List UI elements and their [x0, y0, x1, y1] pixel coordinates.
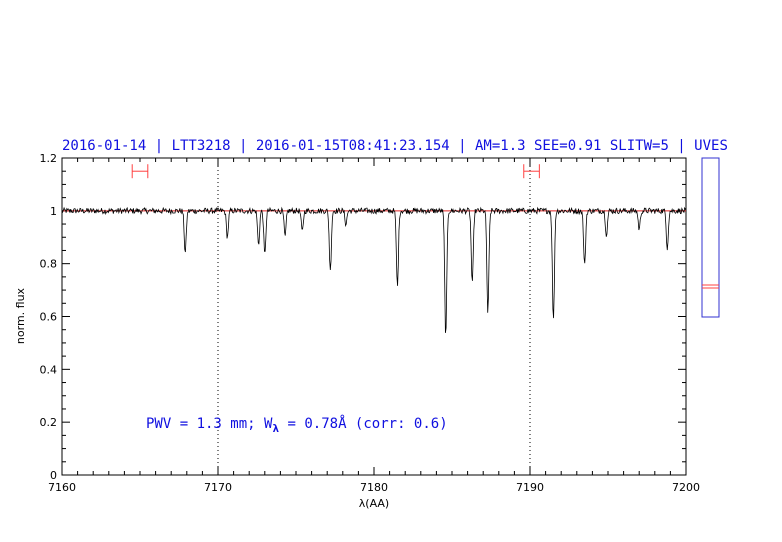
continuum-windows — [131, 164, 540, 179]
annotation-subscript: λ — [272, 422, 279, 435]
y-tick-label: 0 — [50, 469, 57, 482]
y-tick-label: 0.6 — [40, 311, 58, 324]
y-tick-label: 1.2 — [40, 152, 58, 165]
y-tick-label: 0.2 — [40, 416, 58, 429]
annotation-prefix: PWV = 1.3 mm; W — [146, 416, 273, 432]
x-axis-label: λ(AA) — [359, 497, 389, 510]
spectrum-line — [61, 206, 687, 333]
x-tick-label: 7160 — [48, 481, 76, 494]
y-tick-label: 1 — [50, 205, 57, 218]
y-tick-label: 0.4 — [40, 363, 58, 376]
annotation-suffix: = 0.78Å (corr: 0.6) — [279, 415, 448, 432]
x-tick-label: 7170 — [204, 481, 232, 494]
pwv-annotation: PWV = 1.3 mm; Wλ = 0.78Å (corr: 0.6) — [146, 415, 448, 435]
chart-title: 2016-01-14 | LTT3218 | 2016-01-15T08:41:… — [62, 138, 728, 154]
x-tick-label: 7180 — [360, 481, 388, 494]
y-axis-label: norm. flux — [14, 287, 27, 344]
y-tick-label: 0.8 — [40, 258, 58, 271]
y-axis: 0 0.2 0.4 0.6 0.8 1 1.2 — [40, 152, 686, 482]
x-axis: 7160 7170 7180 7190 7200 — [48, 158, 700, 494]
x-tick-label: 7190 — [516, 481, 544, 494]
x-tick-label: 7200 — [672, 481, 700, 494]
side-panel — [701, 157, 720, 318]
